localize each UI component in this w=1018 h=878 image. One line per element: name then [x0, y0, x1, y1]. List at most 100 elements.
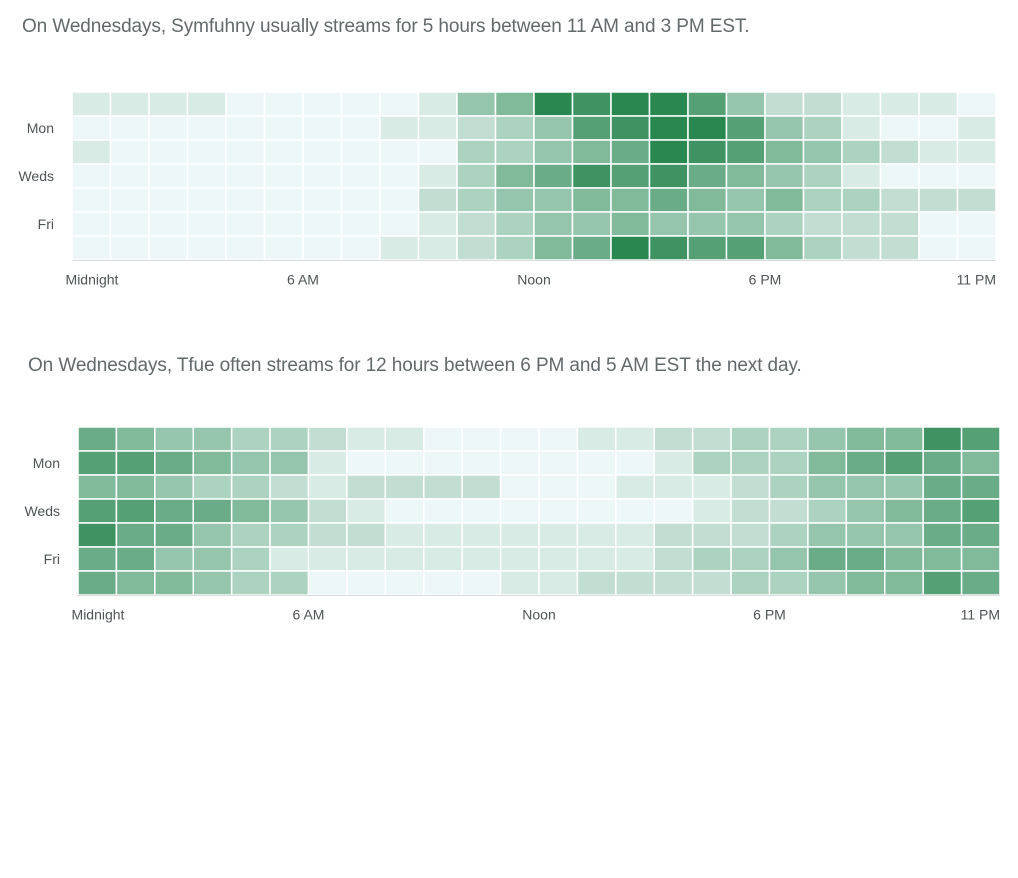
- heatmap-cell-weds-8: [384, 498, 425, 524]
- y-tick-label: Mon: [27, 120, 54, 136]
- heatmap-cell-fri-12: [533, 211, 574, 237]
- heatmap-cell-fri-13: [571, 211, 612, 237]
- heatmap-cell-sat-17: [725, 235, 766, 261]
- heatmap-cell-fri-14: [615, 546, 656, 572]
- heatmap-cell-tue-16: [691, 474, 732, 500]
- heatmap-cell-mon-13: [576, 450, 617, 476]
- heatmap-cell-tue-1: [109, 139, 150, 165]
- heatmap-cell-sun-11: [494, 91, 535, 117]
- heatmap-cell-weds-21: [884, 498, 924, 524]
- heatmap-cell-tue-13: [576, 474, 617, 500]
- heatmap-cell-tue-15: [653, 474, 694, 500]
- heatmap-cell-tue-22: [922, 474, 963, 500]
- heatmap-cell-thu-6: [302, 187, 343, 213]
- heatmap-cell-thu-18: [768, 522, 809, 548]
- heatmap-cell-fri-4: [230, 546, 271, 572]
- heatmap-cell-tue-10: [456, 139, 497, 165]
- heatmap-cell-tue-20: [841, 139, 882, 165]
- heatmap-cell-tue-5: [263, 139, 304, 165]
- heatmap-cell-thu-0: [71, 187, 112, 213]
- heatmap-cell-weds-5: [269, 498, 310, 524]
- heatmap-cell-weds-1: [109, 163, 150, 189]
- heatmap-cell-sun-9: [417, 91, 458, 117]
- heatmap-cell-tue-18: [764, 139, 805, 165]
- x-tick-label: Noon: [517, 272, 550, 288]
- heatmap-cell-sun-18: [768, 426, 809, 452]
- heatmap-cell-weds-7: [346, 498, 387, 524]
- heatmap-cell-thu-8: [379, 187, 420, 213]
- heatmap-cell-tue-9: [423, 474, 463, 500]
- heatmap-cell-thu-12: [533, 187, 574, 213]
- heatmap-cell-mon-0: [71, 115, 112, 141]
- heatmap-cell-mon-7: [346, 450, 387, 476]
- heatmap-cell-fri-22: [922, 546, 963, 572]
- heatmap-cell-sat-15: [648, 235, 689, 261]
- heatmap-cell-mon-13: [571, 115, 612, 141]
- heatmap-cell-sat-10: [456, 235, 497, 261]
- heatmap-cell-sun-17: [730, 426, 771, 452]
- heatmap-cell-sun-0: [77, 426, 118, 452]
- heatmap-cell-thu-23: [960, 522, 1001, 548]
- y-tick-label: Mon: [33, 455, 60, 471]
- heatmap-cell-thu-17: [725, 187, 766, 213]
- heatmap-cell-sat-4: [225, 235, 266, 261]
- heatmap-cell-thu-13: [571, 187, 612, 213]
- heatmap-cell-mon-21: [884, 450, 924, 476]
- heatmap-cell-tue-4: [225, 139, 266, 165]
- heatmap-cell-sat-21: [884, 570, 924, 596]
- heatmap-cell-tue-8: [384, 474, 425, 500]
- heatmap-cell-sun-0: [71, 91, 112, 117]
- heatmap-cell-fri-18: [768, 546, 809, 572]
- heatmap-cell-thu-4: [225, 187, 266, 213]
- heatmap-cell-sun-10: [461, 426, 502, 452]
- heatmap-cell-tue-21: [884, 474, 924, 500]
- heatmap-cell-sat-17: [730, 570, 771, 596]
- heatmap-cell-sat-0: [77, 570, 118, 596]
- heatmap-cell-sun-4: [230, 426, 271, 452]
- heatmap-cell-mon-23: [960, 450, 1001, 476]
- heatmap-cell-tue-7: [340, 139, 381, 165]
- heatmap-cell-tue-17: [730, 474, 771, 500]
- heatmap-cell-mon-16: [691, 450, 732, 476]
- heatmap-cell-sun-2: [148, 91, 189, 117]
- heatmap-cell-mon-6: [302, 115, 343, 141]
- heatmap-cell-mon-17: [725, 115, 766, 141]
- heatmap-cell-fri-3: [186, 211, 227, 237]
- heatmap-cell-mon-4: [225, 115, 266, 141]
- heatmap-cell-weds-6: [307, 498, 348, 524]
- x-tick-label: Midnight: [66, 272, 119, 288]
- heatmap-cell-thu-2: [154, 522, 194, 548]
- heatmap-cell-sun-14: [615, 426, 656, 452]
- heatmap-cell-sat-7: [346, 570, 387, 596]
- heatmap-cell-fri-17: [725, 211, 766, 237]
- heatmap-cell-sat-22: [918, 235, 959, 261]
- heatmap-cell-tue-19: [802, 139, 843, 165]
- heatmap-cell-sat-18: [768, 570, 809, 596]
- heatmap-cell-fri-22: [918, 211, 959, 237]
- heatmap-cell-fri-6: [307, 546, 348, 572]
- heatmap-cell-fri-2: [154, 546, 194, 572]
- heatmap-cell-sun-20: [841, 91, 882, 117]
- heatmap-cell-weds-11: [494, 163, 535, 189]
- heatmap-cell-fri-19: [807, 546, 848, 572]
- heatmap-cell-mon-9: [423, 450, 463, 476]
- heatmap-cell-mon-14: [610, 115, 651, 141]
- heatmap-cell-thu-8: [384, 522, 425, 548]
- heatmap-cell-fri-0: [77, 546, 118, 572]
- heatmap-cell-tue-12: [533, 139, 574, 165]
- heatmap-cell-mon-2: [154, 450, 194, 476]
- heatmap-cell-fri-10: [461, 546, 502, 572]
- heatmap-cell-thu-6: [307, 522, 348, 548]
- heatmap-cell-fri-15: [653, 546, 694, 572]
- heatmap-cell-tue-15: [648, 139, 689, 165]
- heatmap-cell-thu-12: [538, 522, 579, 548]
- heatmap-cell-tue-20: [845, 474, 886, 500]
- heatmap-cell-sun-7: [340, 91, 381, 117]
- heatmap-cell-thu-4: [230, 522, 271, 548]
- heatmap-cell-thu-14: [615, 522, 656, 548]
- heatmap-cell-thu-11: [494, 187, 535, 213]
- heatmap-cell-sun-5: [269, 426, 310, 452]
- heatmap-cell-thu-20: [845, 522, 886, 548]
- heatmap-cell-weds-4: [230, 498, 271, 524]
- heatmap-cell-sat-12: [533, 235, 574, 261]
